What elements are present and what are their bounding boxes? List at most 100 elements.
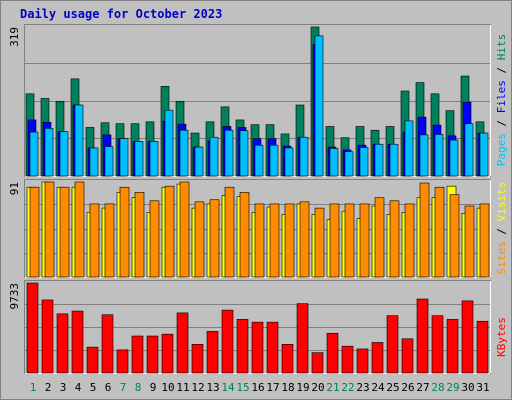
day-label-28: 28 [431,381,444,394]
bar-kbytes-8 [131,335,144,374]
bar-pages-9 [149,141,159,177]
day-label-1: 1 [30,381,37,394]
day-label-3: 3 [60,381,67,394]
bar-pages-10 [164,109,174,177]
day-label-30: 30 [461,381,474,394]
bar-pages-3 [59,131,69,177]
side-label-separator: / [495,60,508,80]
day-label-14: 14 [221,381,235,394]
bar-kbytes-4 [71,310,84,374]
bar-pages-16 [254,144,264,177]
bar-kbytes-1 [26,282,39,374]
side-label-word: Pages [495,133,508,166]
bar-kbytes-16 [251,321,264,374]
y-max-label: 319 [8,27,21,47]
day-label-25: 25 [386,381,399,394]
day-label-2: 2 [45,381,52,394]
bar-sites-21 [329,203,340,278]
bar-pages-21 [329,148,339,177]
day-label-22: 22 [341,381,354,394]
bar-sites-23 [359,203,370,278]
bar-pages-6 [104,146,114,177]
bar-pages-28 [434,134,444,177]
side-label: Sites / Visits [495,182,508,275]
bar-pages-18 [284,147,294,177]
bar-sites-15 [239,192,250,278]
bar-sites-25 [389,200,400,278]
day-label-17: 17 [266,381,279,394]
day-label-13: 13 [206,381,219,394]
bar-pages-24 [374,143,384,177]
bar-sites-7 [119,186,130,278]
bar-pages-12 [194,146,204,177]
bar-kbytes-20 [311,352,324,374]
bar-sites-6 [104,203,115,278]
bar-pages-26 [404,120,414,177]
day-label-7: 7 [120,381,127,394]
bar-kbytes-11 [176,312,189,374]
day-label-18: 18 [281,381,294,394]
bar-kbytes-29 [446,319,459,374]
bar-pages-29 [449,139,459,177]
bar-pages-14 [224,129,234,177]
bar-kbytes-28 [431,315,444,374]
day-label-8: 8 [135,381,142,394]
day-label-27: 27 [416,381,429,394]
bar-kbytes-30 [461,300,474,374]
day-label-5: 5 [90,381,97,394]
bar-kbytes-13 [206,331,219,374]
bar-pages-19 [299,136,309,177]
bar-sites-18 [284,203,295,278]
bar-kbytes-6 [101,314,114,374]
bar-sites-31 [479,203,490,278]
y-max-label: 9733 [8,283,21,310]
side-label-word: Hits [495,34,508,61]
bar-sites-29 [449,194,460,278]
bar-sites-30 [464,205,475,278]
bar-kbytes-5 [86,346,99,374]
day-label-21: 21 [326,381,339,394]
side-label-separator: / [495,221,508,241]
day-labels: 1 2 3 4 5 6 7 8 9 10 11 12 13 14 15 16 17 18 19 20 21 22 23 24 2… [30,381,490,394]
side-label-separator: / [495,113,508,133]
side-label-word: Files [495,80,508,113]
bar-kbytes-14 [221,309,234,374]
bar-pages-17 [269,144,279,177]
bar-sites-26 [404,203,415,278]
bar-sites-17 [269,203,280,278]
bar-kbytes-19 [296,303,309,374]
bar-kbytes-23 [356,348,369,374]
panel-visits: 91 Sites / Visits [8,179,508,278]
bar-kbytes-24 [371,342,384,374]
bar-pages-2 [44,128,54,177]
bar-sites-13 [209,199,220,278]
bar-pages-4 [74,104,84,177]
bar-pages-23 [359,147,369,177]
bar-sites-16 [254,203,265,278]
bar-pages-20 [314,35,324,177]
bar-pages-22 [344,151,354,177]
bar-kbytes-26 [401,338,414,374]
bar-pages-31 [479,132,489,177]
day-label-16: 16 [251,381,264,394]
day-label-19: 19 [296,381,309,394]
bar-sites-22 [344,203,355,278]
bar-pages-30 [464,123,474,177]
bar-kbytes-15 [236,319,249,374]
bar-kbytes-7 [116,349,129,374]
bar-pages-25 [389,143,399,177]
bar-sites-11 [179,181,190,278]
bar-sites-9 [149,200,160,278]
bar-kbytes-2 [41,299,54,374]
bar-sites-20 [314,207,325,278]
bar-sites-14 [224,186,235,278]
bar-pages-8 [134,141,144,177]
y-max-label: 91 [8,182,21,195]
bar-kbytes-22 [341,345,354,374]
chart-title: Daily usage for October 2023 [20,7,222,21]
day-label-29: 29 [446,381,459,394]
bar-kbytes-25 [386,315,399,374]
side-label-word: Sites [495,241,508,274]
